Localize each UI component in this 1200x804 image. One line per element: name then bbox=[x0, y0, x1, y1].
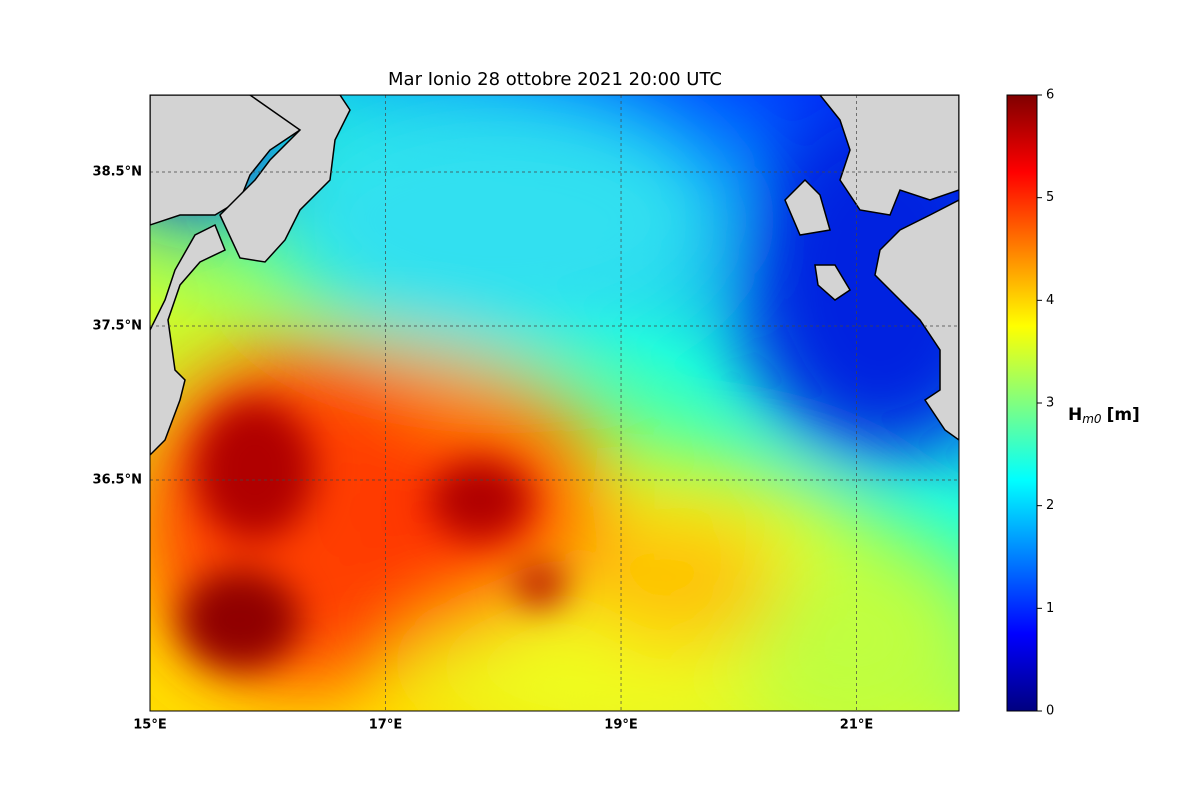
x-tick-label: 15°E bbox=[133, 718, 166, 733]
colorbar bbox=[1006, 94, 1038, 712]
y-tick-label: 36.5°N bbox=[93, 473, 142, 488]
y-tick-label: 37.5°N bbox=[93, 319, 142, 334]
colorbar-tick-label: 0 bbox=[1046, 704, 1054, 719]
colorbar-tick-label: 4 bbox=[1046, 293, 1054, 308]
x-tick-label: 19°E bbox=[604, 718, 637, 733]
colorbar-tick-label: 3 bbox=[1046, 396, 1054, 411]
colorbar-tick-label: 5 bbox=[1046, 190, 1054, 205]
map-frame bbox=[149, 94, 960, 712]
map-title: Mar Ionio 28 ottobre 2021 20:00 UTC bbox=[388, 69, 722, 90]
colorbar-label-sub: m0 bbox=[1082, 412, 1102, 426]
land bbox=[150, 95, 959, 457]
colorbar-label: Hm0 [m] bbox=[1068, 405, 1140, 426]
y-tick-label: 38.5°N bbox=[93, 165, 142, 180]
x-tick-label: 17°E bbox=[369, 718, 402, 733]
colorbar-label-main: H bbox=[1068, 405, 1082, 425]
colorbar-tick-label: 1 bbox=[1046, 601, 1054, 616]
x-tick-label: 21°E bbox=[840, 718, 873, 733]
colorbar-label-unit: [m] bbox=[1107, 405, 1140, 425]
colorbar-tick-label: 2 bbox=[1046, 498, 1054, 513]
colorbar-tick-label: 6 bbox=[1046, 88, 1054, 103]
